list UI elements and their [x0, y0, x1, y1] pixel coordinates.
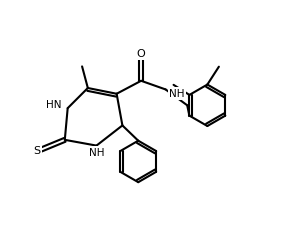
- Text: HN: HN: [46, 100, 61, 110]
- Text: NH: NH: [169, 89, 185, 99]
- Text: NH: NH: [89, 148, 104, 158]
- Text: S: S: [33, 146, 40, 156]
- Text: O: O: [137, 49, 145, 59]
